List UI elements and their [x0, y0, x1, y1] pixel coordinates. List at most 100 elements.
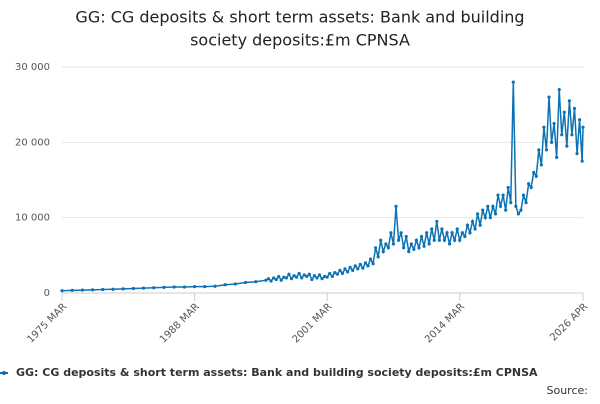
data-point: [567, 99, 572, 103]
data-point: [292, 274, 296, 278]
data-point: [312, 274, 317, 278]
source-label: Source:: [547, 384, 589, 397]
data-point: [534, 174, 538, 178]
data-point: [527, 182, 531, 186]
data-point: [552, 121, 556, 126]
data-point: [419, 234, 424, 239]
data-point: [532, 170, 536, 175]
data-point: [488, 216, 492, 220]
data-point: [363, 261, 368, 265]
data-point: [266, 277, 271, 281]
data-point: [317, 273, 322, 277]
data-point: [345, 270, 350, 274]
chart-title: GG: CG deposits & short term assets: Ban…: [75, 8, 524, 27]
data-point: [300, 276, 304, 280]
data-point: [468, 231, 472, 235]
data-point: [399, 231, 403, 235]
data-point: [506, 185, 510, 190]
data-point: [498, 204, 503, 208]
data-point: [330, 274, 334, 279]
data-point: [348, 265, 352, 269]
data-point: [381, 249, 385, 254]
data-point: [544, 148, 549, 152]
data-point: [172, 285, 176, 289]
data-point: [414, 238, 419, 242]
data-point: [565, 144, 569, 148]
data-point: [486, 204, 490, 208]
data-point: [60, 289, 64, 293]
x-tick-label: 2014 MAR: [423, 301, 467, 345]
data-point: [279, 278, 283, 282]
data-point: [542, 125, 546, 129]
data-point: [430, 227, 434, 231]
data-point: [391, 242, 396, 246]
x-tick-label: 1988 MAR: [158, 301, 202, 345]
data-point: [511, 80, 515, 84]
data-point: [562, 110, 566, 114]
data-point: [328, 271, 332, 276]
legend-marker: [2, 371, 6, 375]
data-point: [305, 274, 309, 279]
data-point: [476, 212, 480, 216]
data-point: [223, 283, 227, 287]
data-point: [323, 274, 327, 279]
data-point: [371, 262, 375, 266]
data-point: [483, 216, 487, 220]
data-point: [549, 140, 554, 144]
data-point: [463, 234, 467, 239]
data-point: [358, 262, 362, 266]
data-point: [287, 272, 291, 276]
data-point: [302, 273, 306, 277]
data-point: [402, 246, 406, 250]
data-point: [203, 284, 207, 289]
data-point: [404, 234, 408, 239]
data-point: [537, 148, 541, 152]
data-point: [425, 231, 429, 235]
data-point: [294, 275, 299, 279]
data-point: [243, 280, 248, 285]
series-line: [61, 82, 584, 292]
y-tick-label: 30 000: [15, 62, 50, 73]
data-point: [447, 242, 452, 246]
data-point: [557, 88, 561, 92]
data-point: [277, 274, 281, 279]
data-point: [325, 275, 329, 279]
data-point: [560, 133, 564, 137]
data-point: [394, 204, 398, 208]
y-tick-label: 20 000: [15, 137, 50, 148]
data-point: [521, 193, 526, 197]
y-tick-label: 0: [44, 288, 50, 299]
legend-label: GG: CG deposits & short term assets: Ban…: [16, 366, 538, 379]
data-point: [361, 266, 365, 270]
data-point: [450, 231, 454, 235]
data-point: [101, 287, 105, 292]
data-point: [407, 249, 411, 254]
data-point: [435, 219, 439, 224]
data-point: [580, 159, 584, 163]
data-point: [581, 125, 585, 129]
data-point: [427, 242, 431, 246]
data-point: [80, 288, 84, 292]
data-point: [338, 268, 342, 272]
data-point: [351, 268, 355, 272]
data-point: [417, 246, 421, 250]
data-point: [422, 244, 426, 248]
data-point: [481, 208, 485, 212]
data-point: [478, 223, 482, 227]
data-point: [233, 282, 237, 286]
x-tick-label: 1975 MAR: [25, 301, 69, 345]
data-point: [284, 276, 288, 280]
data-point: [141, 286, 146, 290]
data-point: [555, 155, 559, 159]
y-tick-label: 10 000: [15, 213, 50, 224]
data-point: [182, 285, 186, 289]
data-point: [493, 212, 498, 216]
data-point: [269, 279, 273, 283]
data-point: [192, 284, 197, 289]
data-point: [539, 163, 543, 167]
data-point: [440, 227, 444, 231]
x-tick-label: 2001 MAR: [291, 301, 335, 345]
data-point: [547, 95, 551, 99]
data-point: [111, 287, 115, 291]
